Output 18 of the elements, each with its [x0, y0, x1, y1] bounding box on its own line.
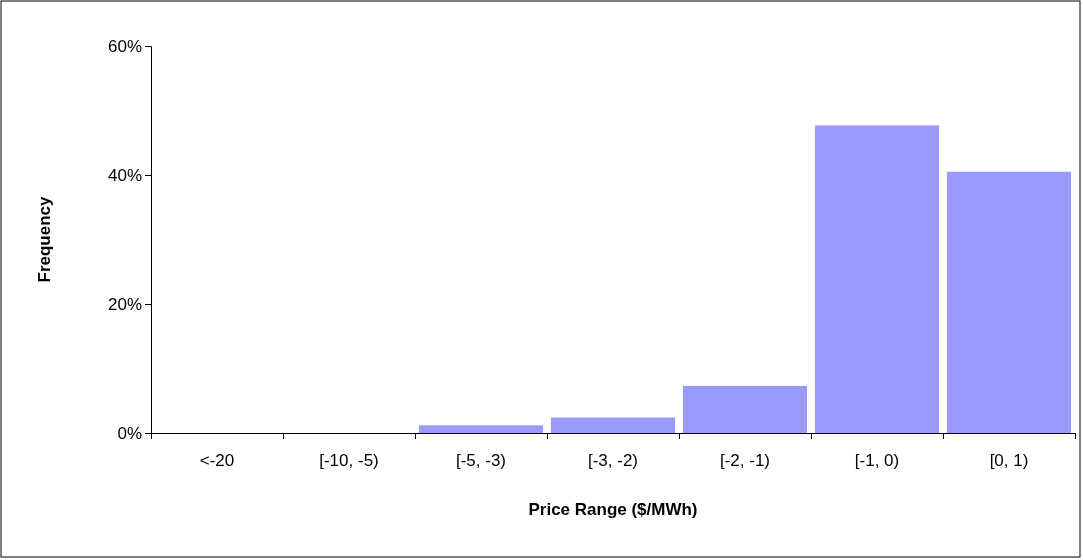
y-tick-label: 60%	[107, 36, 142, 56]
y-tick-label: 0%	[117, 423, 142, 443]
bar	[550, 417, 676, 433]
y-tick-label: 40%	[107, 165, 142, 185]
y-axis-title: Frequency	[35, 195, 54, 283]
x-tick-label: [-1, 0)	[854, 451, 900, 470]
bar	[418, 425, 544, 433]
x-tick-label: <-20	[199, 451, 235, 470]
x-tick-label: [-2, -1)	[719, 451, 771, 470]
bar	[946, 171, 1072, 433]
x-tick-label: [-5, -3)	[455, 451, 507, 470]
x-tick-label: [-3, -2)	[587, 451, 639, 470]
bar	[682, 385, 808, 433]
bar	[814, 125, 940, 433]
x-tick-label: [-10, -5)	[319, 451, 379, 470]
y-tick-label: 20%	[107, 294, 142, 314]
x-axis-title: Price Range ($/MWh)	[528, 500, 698, 519]
x-tick-label: [0, 1)	[989, 451, 1029, 470]
